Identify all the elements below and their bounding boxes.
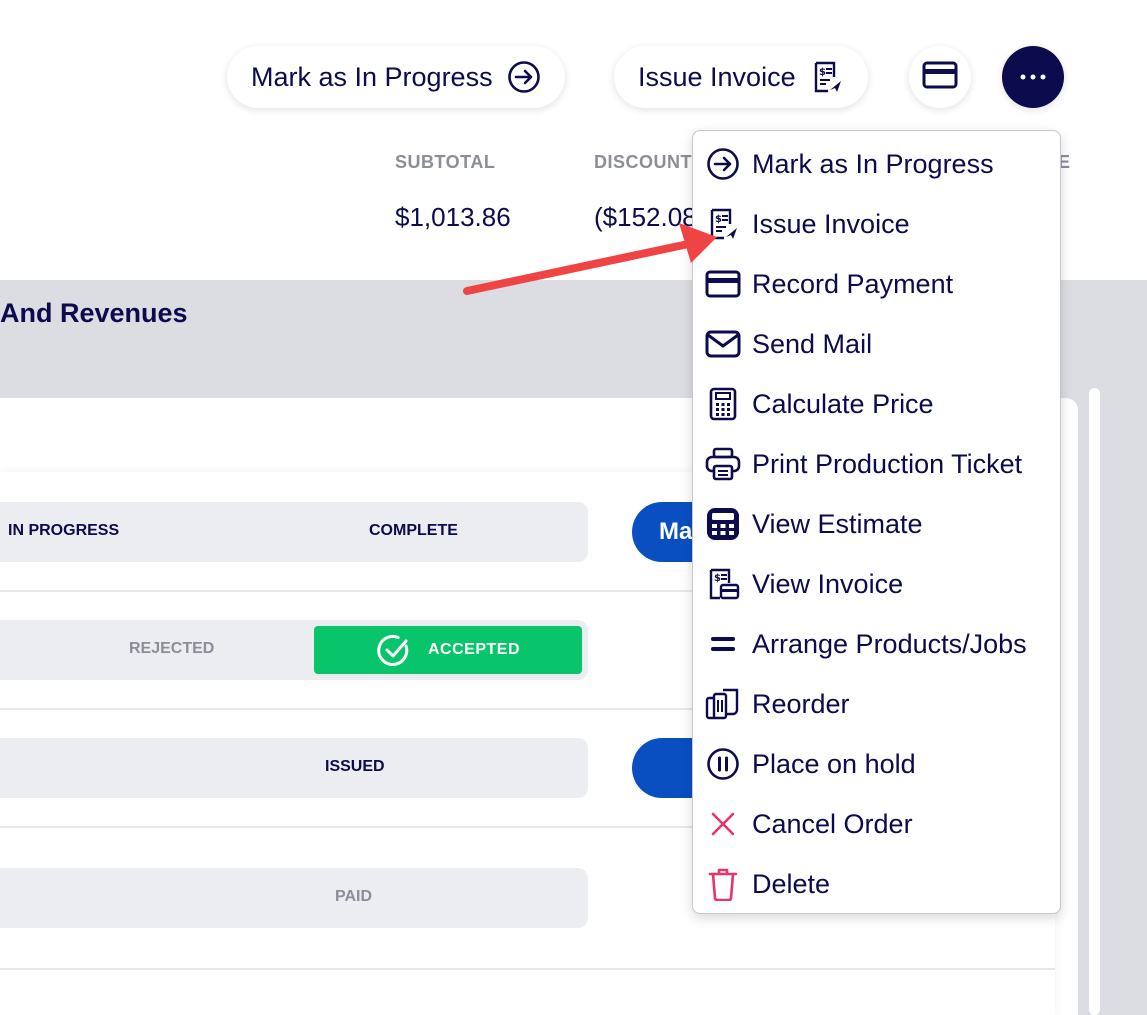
invoice-send-icon: $	[810, 60, 844, 94]
more-actions-menu: Mark as In Progress $ Issue Invoice Reco…	[692, 130, 1061, 914]
total-label-partial: E	[1058, 152, 1071, 172]
discount-label: DISCOUNT	[594, 152, 692, 172]
menu-item-record-payment[interactable]: Record Payment	[693, 254, 1060, 314]
mark-as-in-progress-button[interactable]: Mark as In Progress	[227, 46, 565, 108]
status-accepted-label: ACCEPTED	[427, 641, 520, 658]
pause-icon	[705, 746, 741, 782]
status-in-progress[interactable]: IN PROGRESS	[8, 522, 120, 539]
menu-item-label: View Invoice	[752, 568, 904, 599]
credit-card-icon	[705, 266, 741, 302]
check-circle-icon	[376, 632, 412, 668]
invoice-status-segment: ISSUED	[0, 738, 588, 798]
divider	[0, 826, 1055, 828]
svg-text:$: $	[715, 214, 722, 225]
divider	[0, 590, 1055, 592]
progress-status-segment: IN PROGRESS COMPLETE	[0, 502, 588, 562]
discount-value: ($152.08	[594, 202, 697, 232]
menu-item-label: Issue Invoice	[752, 208, 910, 239]
menu-item-issue-invoice[interactable]: $ Issue Invoice	[693, 194, 1060, 254]
menu-item-place-on-hold[interactable]: Place on hold	[693, 734, 1060, 794]
menu-item-view-invoice[interactable]: $ View Invoice	[693, 554, 1060, 614]
menu-item-label: Place on hold	[752, 748, 916, 779]
menu-item-label: Mark as In Progress	[752, 148, 994, 179]
menu-item-print-production-ticket[interactable]: Print Production Ticket	[693, 434, 1060, 494]
menu-item-label: Arrange Products/Jobs	[752, 628, 1027, 659]
trash-icon	[705, 866, 741, 902]
menu-item-label: Cancel Order	[752, 808, 913, 839]
menu-item-mark-in-progress[interactable]: Mark as In Progress	[693, 134, 1060, 194]
issue-invoice-button[interactable]: Issue Invoice $	[614, 46, 868, 108]
invoice-icon: $	[705, 566, 741, 602]
subtotal-label: SUBTOTAL	[395, 152, 496, 172]
menu-item-view-estimate[interactable]: View Estimate	[693, 494, 1060, 554]
menu-item-calculate-price[interactable]: Calculate Price	[693, 374, 1060, 434]
menu-item-delete[interactable]: Delete	[693, 854, 1060, 914]
credit-card-icon	[922, 61, 958, 94]
issue-invoice-label: Issue Invoice	[638, 61, 796, 92]
menu-item-label: Reorder	[752, 688, 850, 719]
menu-item-label: Calculate Price	[752, 388, 934, 419]
menu-item-label: Print Production Ticket	[752, 448, 1023, 479]
calculator-icon	[705, 386, 741, 422]
scrollbar[interactable]	[1089, 388, 1100, 1015]
arrow-right-circle-icon	[507, 60, 541, 94]
estimate-icon	[705, 506, 741, 542]
more-actions-button[interactable]	[1002, 46, 1064, 108]
menu-item-arrange-products-jobs[interactable]: Arrange Products/Jobs	[693, 614, 1060, 674]
payment-status-segment: PAID	[0, 868, 588, 928]
menu-item-label: View Estimate	[752, 508, 923, 539]
menu-item-send-mail[interactable]: Send Mail	[693, 314, 1060, 374]
status-issued[interactable]: ISSUED	[325, 758, 385, 775]
status-accepted[interactable]: ACCEPTED	[314, 626, 582, 674]
status-rejected[interactable]: REJECTED	[129, 640, 215, 657]
divider	[0, 708, 1055, 710]
subtotal-value: $1,013.86	[395, 202, 511, 232]
arrange-icon	[705, 626, 741, 662]
menu-item-label: Send Mail	[752, 328, 873, 359]
menu-item-reorder[interactable]: Reorder	[693, 674, 1060, 734]
arrow-right-circle-icon	[705, 146, 741, 182]
approval-status-segment: REJECTED ACCEPTED	[0, 620, 588, 680]
x-icon	[705, 806, 741, 842]
svg-text:$: $	[714, 573, 721, 584]
mark-as-in-progress-label: Mark as In Progress	[251, 61, 493, 92]
more-dots-icon	[1018, 68, 1048, 86]
divider	[0, 968, 1055, 970]
menu-item-label: Record Payment	[752, 268, 954, 299]
printer-icon	[705, 446, 741, 482]
svg-text:$: $	[819, 67, 826, 78]
reorder-icon	[705, 686, 741, 722]
menu-item-label: Delete	[752, 868, 831, 899]
record-payment-button[interactable]	[909, 46, 971, 108]
section-title: And Revenues	[0, 298, 188, 328]
annotation-arrow	[463, 223, 717, 295]
menu-item-cancel-order[interactable]: Cancel Order	[693, 794, 1060, 854]
status-complete[interactable]: COMPLETE	[369, 522, 458, 539]
status-paid[interactable]: PAID	[335, 888, 373, 905]
mail-icon	[705, 326, 741, 362]
